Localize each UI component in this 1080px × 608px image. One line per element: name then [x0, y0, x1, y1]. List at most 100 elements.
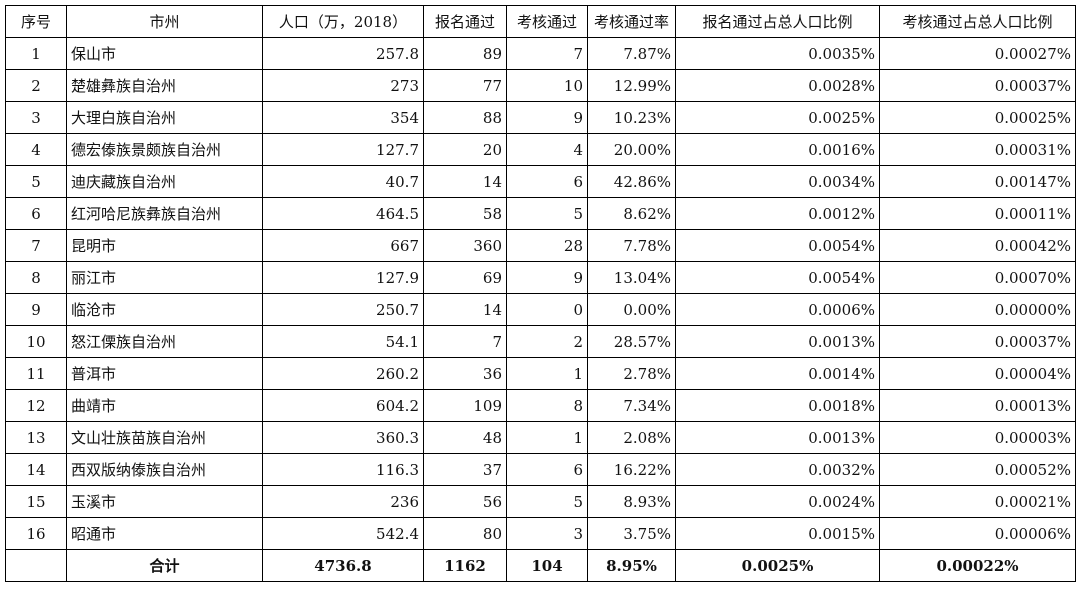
registered-count-cell: 77	[423, 69, 507, 102]
registered-count-cell: 56	[423, 485, 507, 518]
total-city-name-cell: 合计	[66, 549, 263, 582]
row-index-cell: 11	[5, 357, 67, 390]
registered-ratio-cell: 0.0018%	[675, 389, 880, 422]
pass-rate-cell: 8.62%	[587, 197, 676, 230]
registered-ratio-cell: 0.0024%	[675, 485, 880, 518]
city-name-cell: 玉溪市	[66, 485, 263, 518]
passed-count-cell: 0	[506, 293, 588, 326]
passed-count-cell: 6	[506, 453, 588, 486]
city-name-cell: 怒江傈族自治州	[66, 325, 263, 358]
total-passed-ratio-cell: 0.00022%	[879, 549, 1076, 582]
pass-rate-cell: 28.57%	[587, 325, 676, 358]
table-row: 12 曲靖市 604.2 109 8 7.34% 0.0018% 0.00013%	[5, 389, 1076, 422]
registered-count-cell: 58	[423, 197, 507, 230]
passed-ratio-cell: 0.00013%	[879, 389, 1076, 422]
passed-ratio-cell: 0.00042%	[879, 229, 1076, 262]
passed-count-cell: 9	[506, 261, 588, 294]
population-cell: 360.3	[262, 421, 424, 454]
passed-ratio-cell: 0.00037%	[879, 69, 1076, 102]
row-index-cell: 1	[5, 37, 67, 70]
table-row: 6 红河哈尼族彝族自治州 464.5 58 5 8.62% 0.0012% 0.00011%	[5, 197, 1076, 230]
table-row: 11 普洱市 260.2 36 1 2.78% 0.0014% 0.00004%	[5, 357, 1076, 390]
header-registered: 报名通过	[423, 5, 507, 38]
city-name-cell: 保山市	[66, 37, 263, 70]
registered-ratio-cell: 0.0015%	[675, 517, 880, 550]
header-registered-ratio: 报名通过占总人口比例	[675, 5, 880, 38]
population-cell: 127.7	[262, 133, 424, 166]
registered-ratio-cell: 0.0028%	[675, 69, 880, 102]
table-row: 10 怒江傈族自治州 54.1 7 2 28.57% 0.0013% 0.00037%	[5, 325, 1076, 358]
table-row: 9 临沧市 250.7 14 0 0.00% 0.0006% 0.00000%	[5, 293, 1076, 326]
table-row: 15 玉溪市 236 56 5 8.93% 0.0024% 0.00021%	[5, 485, 1076, 518]
passed-ratio-cell: 0.00021%	[879, 485, 1076, 518]
total-registered-count-cell: 1162	[423, 549, 507, 582]
passed-ratio-cell: 0.00000%	[879, 293, 1076, 326]
registered-count-cell: 14	[423, 165, 507, 198]
pass-rate-cell: 3.75%	[587, 517, 676, 550]
city-name-cell: 德宏傣族景颇族自治州	[66, 133, 263, 166]
header-index: 序号	[5, 5, 67, 38]
total-row: 合计 4736.8 1162 104 8.95% 0.0025% 0.00022%	[5, 549, 1076, 582]
row-index-cell: 16	[5, 517, 67, 550]
registered-ratio-cell: 0.0013%	[675, 421, 880, 454]
population-cell: 273	[262, 69, 424, 102]
pass-rate-cell: 20.00%	[587, 133, 676, 166]
row-index-cell: 12	[5, 389, 67, 422]
total-pass-rate-cell: 8.95%	[587, 549, 676, 582]
pass-rate-cell: 12.99%	[587, 69, 676, 102]
pass-rate-cell: 42.86%	[587, 165, 676, 198]
passed-count-cell: 28	[506, 229, 588, 262]
city-name-cell: 普洱市	[66, 357, 263, 390]
passed-ratio-cell: 0.00011%	[879, 197, 1076, 230]
header-row: 序号 市州 人口（万，2018） 报名通过 考核通过 考核通过率 报名通过占总人…	[5, 5, 1076, 38]
registered-count-cell: 7	[423, 325, 507, 358]
population-cell: 354	[262, 101, 424, 134]
passed-ratio-cell: 0.00147%	[879, 165, 1076, 198]
total-population-cell: 4736.8	[262, 549, 424, 582]
pass-rate-cell: 7.78%	[587, 229, 676, 262]
header-passed-ratio: 考核通过占总人口比例	[879, 5, 1076, 38]
total-registered-ratio-cell: 0.0025%	[675, 549, 880, 582]
row-index-cell: 9	[5, 293, 67, 326]
city-name-cell: 楚雄彝族自治州	[66, 69, 263, 102]
registered-ratio-cell: 0.0014%	[675, 357, 880, 390]
city-name-cell: 大理白族自治州	[66, 101, 263, 134]
table-row: 8 丽江市 127.9 69 9 13.04% 0.0054% 0.00070%	[5, 261, 1076, 294]
passed-ratio-cell: 0.00006%	[879, 517, 1076, 550]
passed-ratio-cell: 0.00031%	[879, 133, 1076, 166]
row-index-cell: 6	[5, 197, 67, 230]
population-cell: 260.2	[262, 357, 424, 390]
table-row: 2 楚雄彝族自治州 273 77 10 12.99% 0.0028% 0.00037%	[5, 69, 1076, 102]
pass-rate-cell: 8.93%	[587, 485, 676, 518]
passed-count-cell: 5	[506, 485, 588, 518]
statistics-table: 序号 市州 人口（万，2018） 报名通过 考核通过 考核通过率 报名通过占总人…	[5, 5, 1076, 582]
registered-ratio-cell: 0.0025%	[675, 101, 880, 134]
row-index-cell: 5	[5, 165, 67, 198]
registered-count-cell: 20	[423, 133, 507, 166]
registered-ratio-cell: 0.0012%	[675, 197, 880, 230]
row-index-cell: 2	[5, 69, 67, 102]
total-row-index-cell	[5, 549, 67, 582]
registered-count-cell: 88	[423, 101, 507, 134]
passed-count-cell: 9	[506, 101, 588, 134]
population-cell: 250.7	[262, 293, 424, 326]
row-index-cell: 14	[5, 453, 67, 486]
passed-ratio-cell: 0.00025%	[879, 101, 1076, 134]
table-row: 14 西双版纳傣族自治州 116.3 37 6 16.22% 0.0032% 0.00052%	[5, 453, 1076, 486]
registered-count-cell: 89	[423, 37, 507, 70]
header-passed: 考核通过	[506, 5, 588, 38]
population-cell: 464.5	[262, 197, 424, 230]
registered-ratio-cell: 0.0006%	[675, 293, 880, 326]
registered-count-cell: 37	[423, 453, 507, 486]
passed-ratio-cell: 0.00052%	[879, 453, 1076, 486]
population-cell: 236	[262, 485, 424, 518]
city-name-cell: 昭通市	[66, 517, 263, 550]
total-passed-count-cell: 104	[506, 549, 588, 582]
population-cell: 257.8	[262, 37, 424, 70]
registered-ratio-cell: 0.0054%	[675, 229, 880, 262]
passed-ratio-cell: 0.00003%	[879, 421, 1076, 454]
row-index-cell: 13	[5, 421, 67, 454]
passed-count-cell: 2	[506, 325, 588, 358]
registered-count-cell: 80	[423, 517, 507, 550]
passed-ratio-cell: 0.00027%	[879, 37, 1076, 70]
